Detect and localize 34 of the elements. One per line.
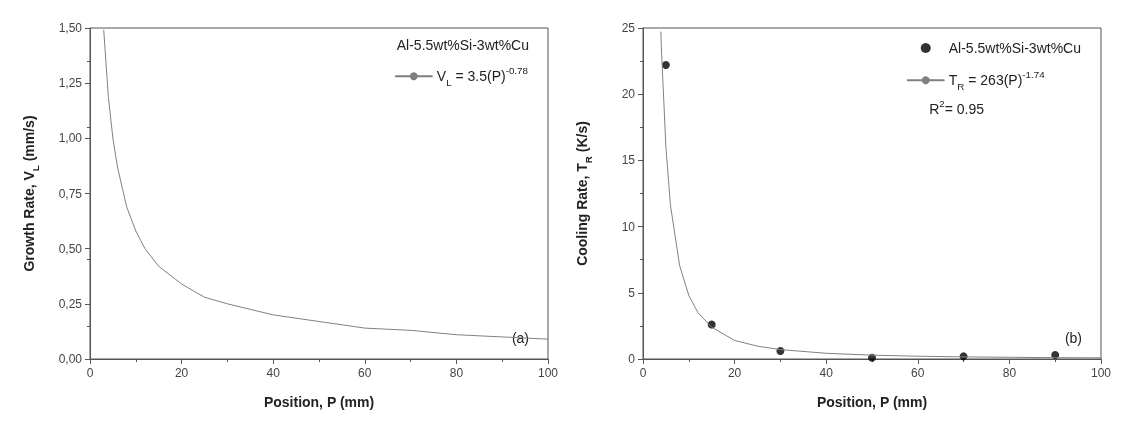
y-tick-label: 25	[621, 21, 636, 35]
y-tick-label: 0	[628, 352, 636, 366]
x-tick-label: 40	[819, 366, 834, 380]
x-tick-label: 0	[86, 366, 94, 380]
y-axis-title: Cooling Rate, TR (K/s)	[573, 121, 594, 266]
x-tick-label: 0	[639, 366, 647, 380]
x-tick-label: 60	[911, 366, 925, 380]
y-tick-label: 20	[621, 87, 636, 102]
legend-label: Al-5.5wt%Si-3wt%Cu	[948, 40, 1081, 56]
y-tick-label: 0,25	[58, 296, 83, 311]
legend-title: Al-5.5wt%Si-3wt%Cu	[396, 37, 529, 53]
x-tick-label: 20	[174, 366, 189, 380]
point	[661, 61, 670, 70]
y-tick-label: 1,50	[58, 21, 83, 35]
x-tick-label: 100	[1090, 366, 1112, 380]
x-tick-label: 60	[358, 366, 372, 380]
x-tick-label: 20	[727, 366, 742, 380]
y-tick-label: 0,50	[58, 241, 83, 256]
x-axis-title: Position, P (mm)	[816, 394, 928, 410]
y-tick-label: 1,00	[58, 131, 83, 146]
y-tick-label: 5	[628, 285, 636, 300]
y-axis-title: Growth Rate, VL (mm/s)	[20, 115, 41, 272]
x-axis-title: Position, P (mm)	[263, 394, 375, 410]
y-tick-label: 15	[621, 153, 636, 168]
annotation: (b)	[1064, 330, 1083, 346]
y-tick-label: 10	[621, 219, 636, 234]
x-tick-label: 80	[1002, 366, 1017, 380]
y-tick-label: 0,00	[58, 352, 83, 366]
annotation: (a)	[511, 330, 530, 346]
x-tick-label: 40	[266, 366, 281, 380]
x-tick-label: 100	[537, 366, 559, 380]
x-tick-label: 80	[449, 366, 464, 380]
y-tick-label: 1,25	[58, 76, 83, 91]
y-tick-label: 0,75	[58, 186, 83, 201]
